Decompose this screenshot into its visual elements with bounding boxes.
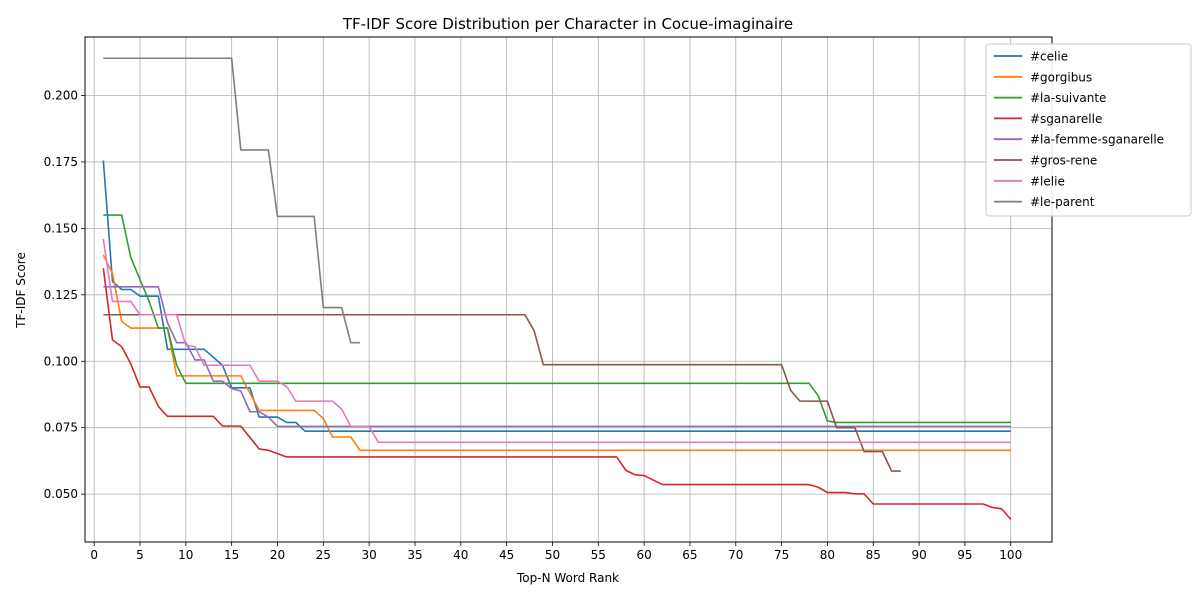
legend-label-celie: #celie bbox=[1030, 50, 1068, 64]
y-tick-label: 0.175 bbox=[44, 155, 78, 169]
series-line-la-femme-sganarelle bbox=[103, 286, 1011, 428]
series-line-gorgibus bbox=[102, 254, 1011, 452]
legend-label-gorgibus: #gorgibus bbox=[1030, 70, 1092, 84]
x-tick-label: 60 bbox=[636, 548, 651, 562]
x-tick-label: 95 bbox=[957, 548, 972, 562]
legend-label-sganarelle: #sganarelle bbox=[1030, 112, 1102, 126]
y-tick-label: 0.125 bbox=[44, 288, 78, 302]
y-tick-label: 0.150 bbox=[44, 221, 78, 235]
x-axis-label: Top-N Word Rank bbox=[516, 571, 619, 585]
plot-frame bbox=[84, 36, 1053, 543]
series-line-la-suivante bbox=[103, 214, 1011, 424]
legend-label-la-suivante: #la-suivante bbox=[1030, 91, 1106, 105]
series-line-sganarelle bbox=[102, 268, 1012, 520]
series-lines bbox=[102, 57, 1012, 520]
x-tick-label: 25 bbox=[316, 548, 331, 562]
legend: #celie #gorgibus #la-suivante #sganarelle #l… bbox=[985, 43, 1192, 217]
x-tick-label: 85 bbox=[866, 548, 881, 562]
x-tick-label: 0 bbox=[90, 548, 98, 562]
x-tick-label: 50 bbox=[545, 548, 560, 562]
y-tick-label: 0.075 bbox=[44, 421, 78, 435]
y-axis-label: TF-IDF Score bbox=[14, 252, 28, 329]
x-tick-label: 80 bbox=[820, 548, 835, 562]
x-tick-label: 20 bbox=[270, 548, 285, 562]
x-tick-label: 5 bbox=[136, 548, 144, 562]
grid bbox=[85, 37, 1052, 542]
chart-title: TF-IDF Score Distribution per Character … bbox=[342, 15, 793, 33]
x-tick-label: 15 bbox=[224, 548, 239, 562]
legend-label-gros-rene: #gros-rene bbox=[1030, 154, 1097, 168]
legend-label-lelie: #lelie bbox=[1030, 174, 1065, 188]
x-tick-label: 100 bbox=[999, 548, 1022, 562]
y-axis: 0.050 0.075 0.100 0.125 0.150 0.175 0.200 bbox=[44, 88, 85, 501]
x-tick-label: 40 bbox=[453, 548, 468, 562]
y-tick-label: 0.100 bbox=[44, 354, 78, 368]
legend-frame bbox=[985, 43, 1192, 217]
x-tick-label: 45 bbox=[499, 548, 514, 562]
series-line-lelie bbox=[102, 238, 1011, 444]
series-line-le-parent bbox=[103, 57, 360, 344]
x-axis: 0 5 10 15 20 25 30 35 40 45 50 55 60 65 70 75 80 85 90 95 10… bbox=[90, 542, 1022, 562]
x-tick-label: 35 bbox=[407, 548, 422, 562]
x-tick-label: 10 bbox=[178, 548, 193, 562]
x-tick-label: 55 bbox=[591, 548, 606, 562]
x-tick-label: 30 bbox=[362, 548, 377, 562]
x-tick-label: 65 bbox=[682, 548, 697, 562]
legend-label-le-parent: #le-parent bbox=[1030, 195, 1095, 209]
x-tick-label: 90 bbox=[911, 548, 926, 562]
x-tick-label: 70 bbox=[728, 548, 743, 562]
x-tick-label: 75 bbox=[774, 548, 789, 562]
y-tick-label: 0.050 bbox=[44, 487, 78, 501]
y-tick-label: 0.200 bbox=[44, 88, 78, 102]
series-line-gros-rene bbox=[103, 313, 901, 472]
legend-label-la-femme-sganarelle: #la-femme-sganarelle bbox=[1030, 133, 1164, 147]
